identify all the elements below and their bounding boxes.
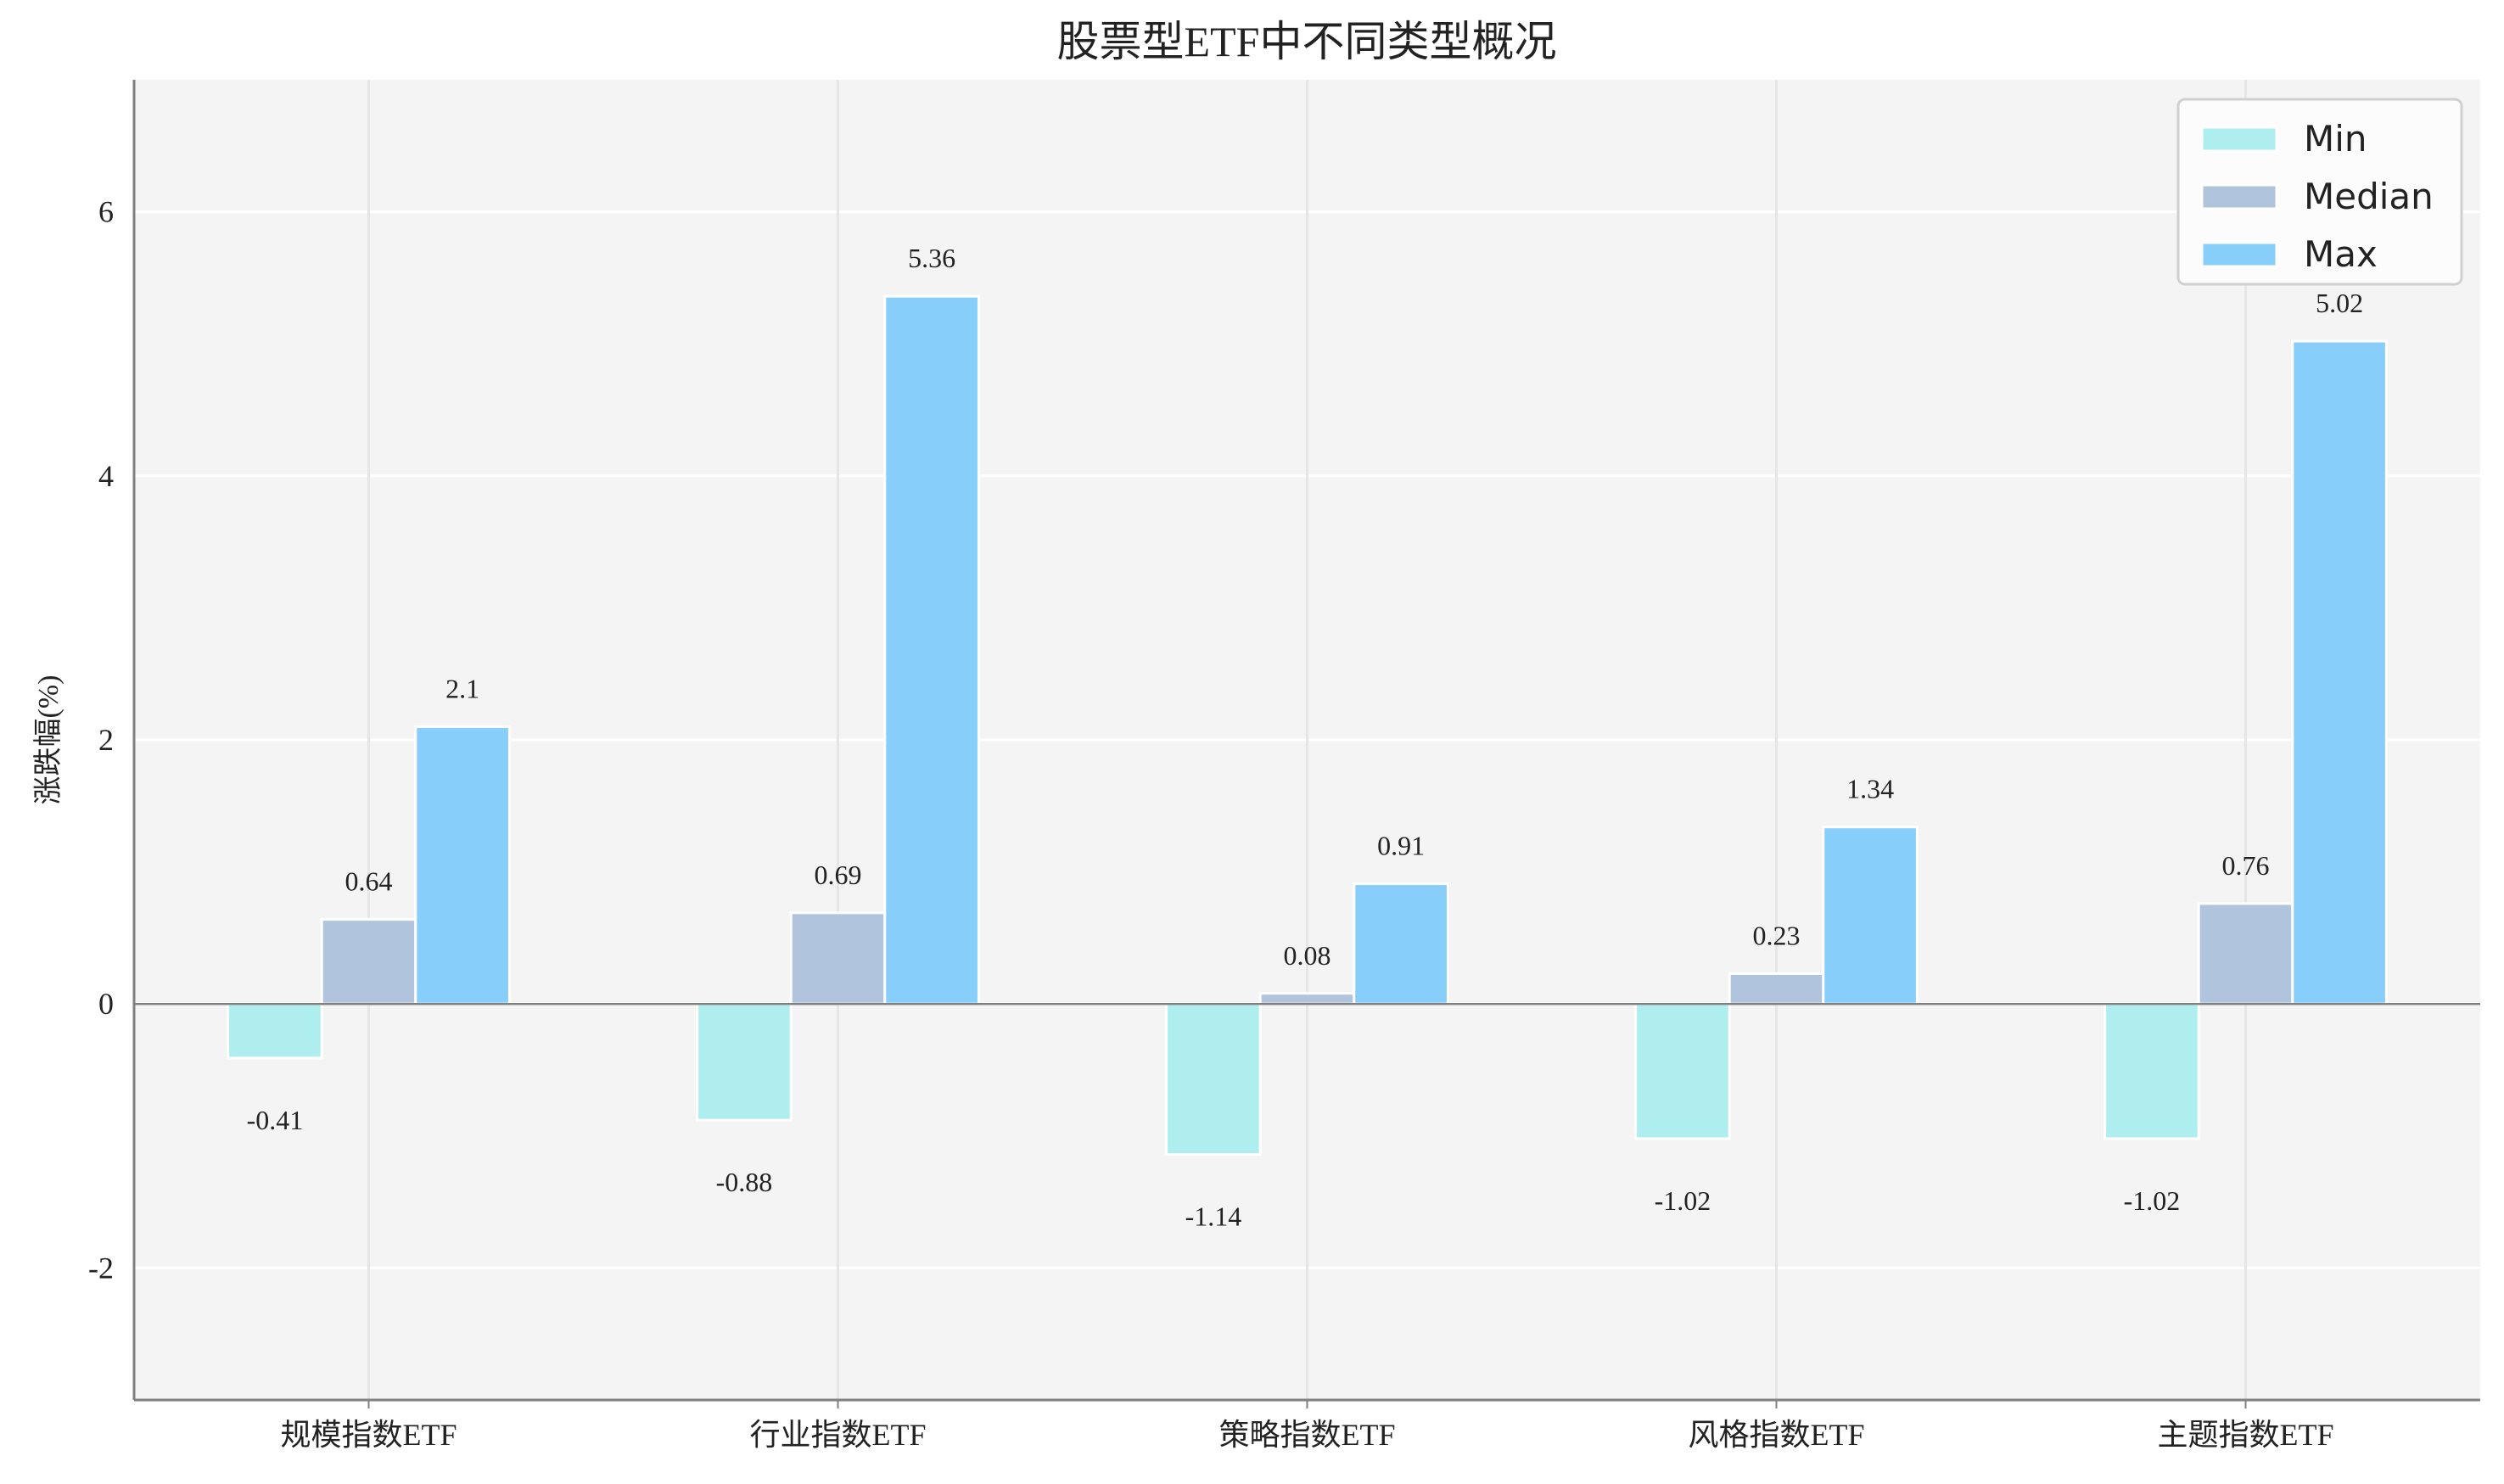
legend-swatch-median: [2200, 183, 2278, 210]
legend-swatch-min: [2200, 126, 2278, 153]
x-tick-label: 策略指数ETF: [1218, 1418, 1395, 1452]
data-label: -0.88: [716, 1167, 773, 1197]
x-tick-label: 风格指数ETF: [1688, 1418, 1864, 1452]
bar-median: [1258, 992, 1356, 1005]
legend-label-median: Median: [2304, 176, 2434, 217]
bar-median: [789, 911, 887, 1005]
data-label: 0.23: [1753, 920, 1801, 950]
data-label: 0.76: [2222, 850, 2270, 881]
bar-min: [1634, 1002, 1731, 1140]
legend-label-min: Min: [2304, 118, 2367, 160]
data-label: -1.02: [1655, 1185, 1711, 1216]
x-tick-label: 行业指数ETF: [749, 1418, 926, 1452]
bar-median: [320, 918, 417, 1005]
legend-label-max: Max: [2304, 233, 2378, 275]
data-label: 2.1: [445, 673, 479, 703]
y-tick-label: 2: [98, 723, 114, 757]
data-label: -1.02: [2124, 1185, 2181, 1216]
data-label: 5.36: [908, 243, 955, 273]
data-label: 1.34: [1846, 774, 1894, 804]
bar-min: [2103, 1002, 2200, 1140]
bar-median: [1728, 972, 1825, 1005]
y-tick-labels: -2 0 2 4 6: [88, 195, 114, 1285]
y-tick-label: 4: [98, 459, 114, 493]
x-tick-label: 规模指数ETF: [280, 1418, 457, 1452]
bar-min: [227, 1002, 323, 1060]
data-label: 0.91: [1377, 831, 1425, 861]
bar-max: [1353, 882, 1449, 1005]
bar-max: [2291, 339, 2388, 1005]
data-label: 5.02: [2316, 288, 2363, 318]
bar-min: [1165, 1002, 1262, 1156]
y-axis-label: 涨跌幅(%): [32, 675, 64, 805]
x-tick-label: 主题指数ETF: [2157, 1418, 2333, 1452]
data-label: 0.64: [345, 866, 393, 897]
data-label: 0.08: [1284, 940, 1331, 971]
data-labels: -0.41 -0.88 -1.14 -1.02 -1.02 0.64 0.69 0.08 0.2…: [247, 243, 2364, 1231]
y-tick-label: 0: [98, 987, 114, 1021]
x-tick-labels: 规模指数ETF 行业指数ETF 策略指数ETF 风格指数ETF 主题指数ETF: [280, 1400, 2334, 1452]
bar-max: [1822, 826, 1919, 1005]
data-label: -1.14: [1185, 1201, 1242, 1232]
bar-max: [414, 725, 511, 1005]
bar-min: [696, 1002, 793, 1122]
bar-max: [883, 294, 980, 1005]
bar-median: [2197, 902, 2294, 1005]
y-tick-label: 6: [98, 195, 114, 229]
data-label: 0.69: [815, 860, 862, 890]
chart-title: 股票型ETF中不同类型概况: [1057, 18, 1557, 65]
y-tick-label: -2: [88, 1251, 114, 1285]
data-label: -0.41: [247, 1105, 304, 1135]
legend: Min Median Max: [2176, 98, 2463, 286]
bars: [227, 294, 2388, 1156]
legend-swatch-max: [2200, 241, 2278, 268]
